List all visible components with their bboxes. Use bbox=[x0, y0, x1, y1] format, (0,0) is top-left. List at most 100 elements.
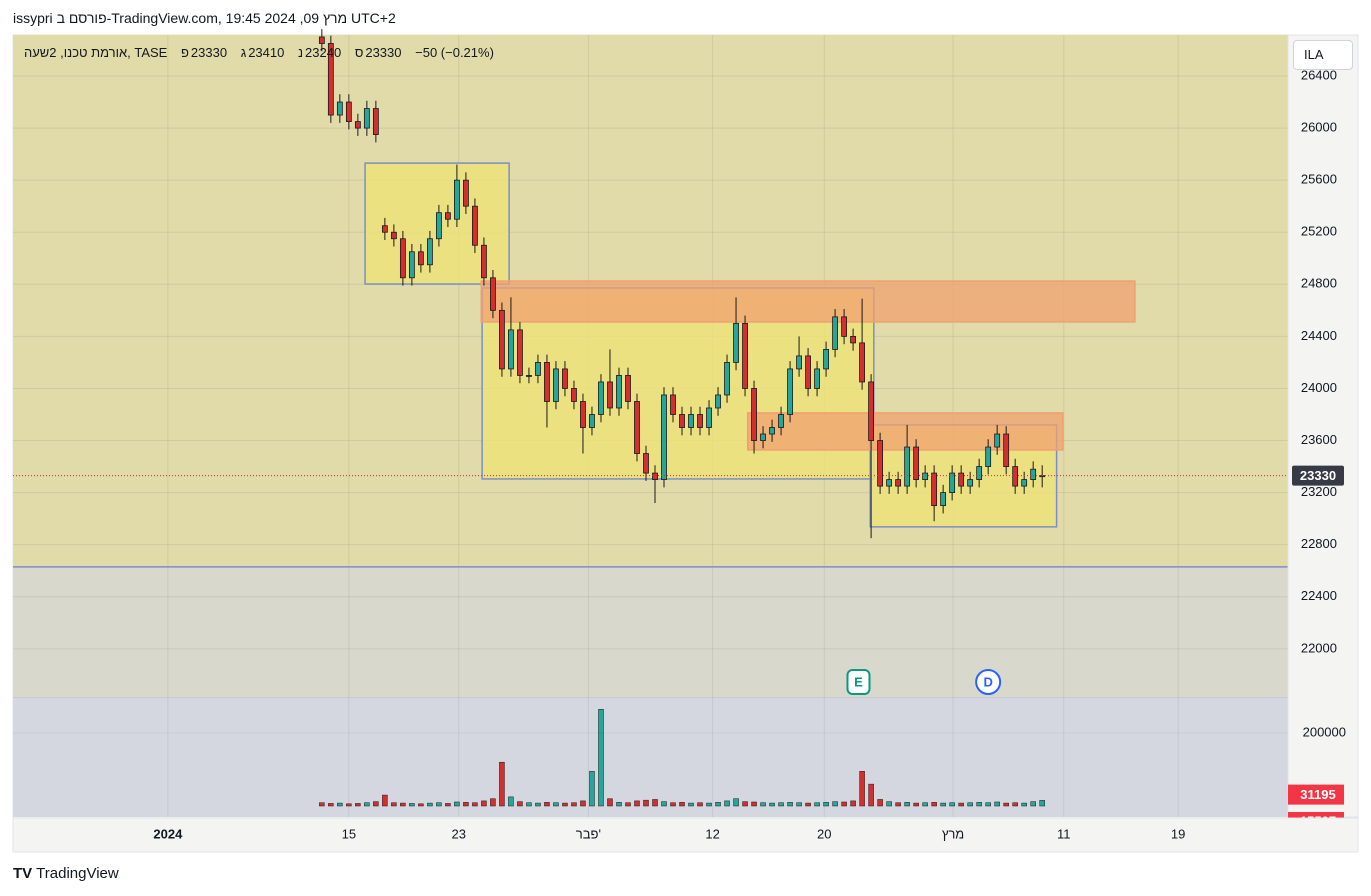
candle-body bbox=[589, 414, 595, 428]
volume-bar bbox=[526, 802, 532, 807]
x-tick-label: 12 bbox=[705, 826, 719, 841]
candle-body bbox=[426, 238, 433, 266]
volume-bar bbox=[544, 802, 550, 807]
price-tag bbox=[1292, 465, 1344, 486]
volume-bar bbox=[589, 771, 595, 807]
price-tag-text: 23330 bbox=[1300, 468, 1336, 483]
volume-bar bbox=[958, 802, 964, 807]
candle-body bbox=[643, 453, 649, 474]
y-tick-label: 24800 bbox=[1301, 276, 1337, 291]
volume-bar bbox=[652, 799, 658, 807]
candle-body bbox=[931, 472, 938, 507]
candle-body bbox=[859, 342, 865, 383]
volume-bar bbox=[877, 799, 883, 807]
low-label: נ bbox=[297, 45, 304, 60]
candle-body bbox=[778, 414, 784, 428]
price-axis bbox=[1287, 34, 1359, 818]
volume-bar bbox=[886, 801, 892, 807]
volume-bar bbox=[913, 802, 919, 807]
zone bbox=[746, 412, 1064, 451]
y-tick-label: 23600 bbox=[1301, 432, 1337, 447]
candle-body bbox=[327, 43, 334, 116]
candle-body bbox=[697, 414, 703, 428]
candle-body bbox=[354, 121, 361, 129]
candle-body bbox=[976, 466, 983, 480]
volume-bar bbox=[454, 801, 460, 807]
logo[interactable]: TV TradingView bbox=[13, 865, 119, 882]
volume-bar bbox=[814, 802, 820, 807]
candle-body bbox=[940, 492, 947, 507]
candle-body bbox=[652, 472, 658, 480]
symbol: אורמת טכנו, 2שעה, TASE bbox=[24, 45, 168, 60]
volume-bar bbox=[688, 802, 694, 807]
volume-bar bbox=[661, 801, 667, 807]
candle-body bbox=[850, 335, 856, 344]
change: −50 (−0.21%) bbox=[415, 45, 494, 60]
candle-body bbox=[607, 381, 613, 409]
volume-bar bbox=[400, 802, 406, 807]
candle-body bbox=[535, 362, 541, 376]
volume-bar bbox=[499, 761, 505, 807]
candle-body bbox=[922, 472, 929, 480]
currency-button[interactable]: ILA bbox=[1293, 40, 1353, 70]
low-value: 23240 bbox=[305, 45, 342, 60]
y-tick-label: 24000 bbox=[1301, 380, 1337, 395]
close-label: ס bbox=[354, 45, 364, 60]
candle-body bbox=[886, 479, 893, 487]
volume-bar bbox=[616, 802, 622, 807]
volume-bar bbox=[346, 803, 352, 807]
high-value: 23410 bbox=[248, 45, 285, 60]
y-tick-label: 22400 bbox=[1301, 588, 1337, 603]
volume-bar bbox=[319, 802, 325, 807]
volume-bar bbox=[418, 803, 424, 807]
volume-bar bbox=[715, 802, 721, 807]
candle-body bbox=[877, 440, 884, 487]
volume-bar bbox=[706, 802, 712, 807]
candle-body bbox=[985, 446, 992, 467]
event-badge bbox=[975, 669, 1002, 695]
candle-body bbox=[895, 479, 902, 487]
candle-body bbox=[1003, 433, 1010, 467]
candle-body bbox=[499, 309, 505, 370]
volume-bar bbox=[841, 801, 847, 807]
candle-body bbox=[318, 36, 325, 44]
volume-bar bbox=[724, 800, 730, 807]
volume-bar bbox=[850, 800, 856, 807]
volume-tick-label: 200000 bbox=[1303, 724, 1346, 739]
ma-tag bbox=[1288, 784, 1344, 805]
candle-body bbox=[1021, 479, 1028, 487]
volume-bar bbox=[976, 802, 982, 807]
candle-body bbox=[417, 251, 424, 266]
volume-bar bbox=[832, 801, 838, 807]
candle-body bbox=[436, 212, 442, 240]
volume-bar bbox=[679, 802, 685, 807]
volume-bar bbox=[904, 802, 910, 807]
x-tick-label: 11 bbox=[1057, 826, 1071, 841]
volume-bar bbox=[922, 802, 928, 807]
high-label: ג bbox=[240, 45, 247, 60]
candle-body bbox=[381, 225, 388, 233]
lower-area bbox=[13, 566, 1288, 697]
volume-bar bbox=[625, 802, 631, 807]
candle-body bbox=[967, 479, 974, 487]
candle-body bbox=[796, 355, 802, 370]
candle-body bbox=[336, 101, 343, 116]
volume-pane bbox=[13, 698, 1288, 817]
volume-bar bbox=[508, 796, 514, 807]
volume-bar bbox=[670, 802, 676, 807]
volume-bar bbox=[787, 802, 793, 807]
candle-body bbox=[958, 472, 965, 487]
volume-bar bbox=[1012, 802, 1018, 807]
volume-bar bbox=[436, 802, 442, 807]
volume-bar bbox=[328, 803, 334, 807]
y-tick-label: 25200 bbox=[1301, 224, 1337, 239]
x-tick-label: 19 bbox=[1171, 826, 1185, 841]
volume-bar bbox=[643, 799, 649, 807]
volume-bar bbox=[769, 802, 775, 807]
header-text: issypri פורסם ב-TradingView.com, 19:45 2… bbox=[13, 10, 396, 26]
volume-bar bbox=[373, 801, 379, 807]
candle-body bbox=[706, 407, 712, 428]
candle-body bbox=[481, 244, 487, 279]
candle-body bbox=[562, 368, 568, 389]
